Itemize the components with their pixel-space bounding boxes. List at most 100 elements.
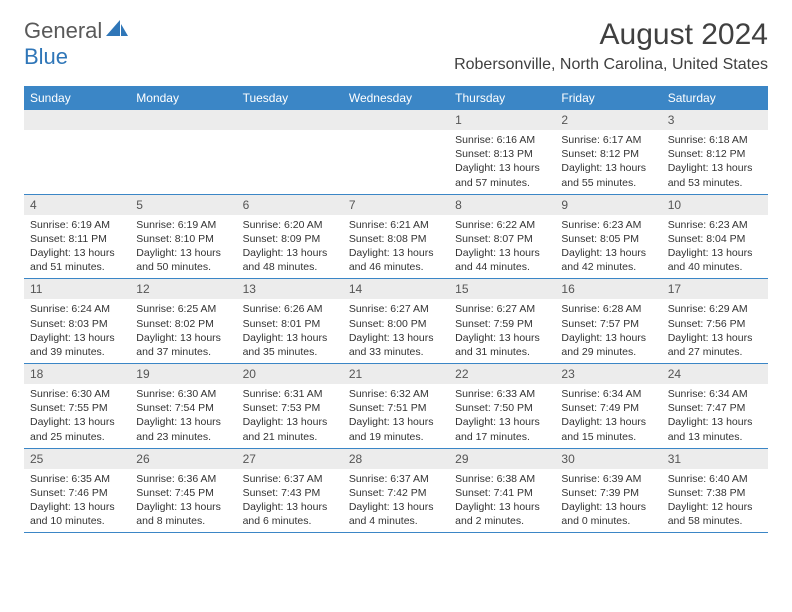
daylight-text: Daylight: 13 hours and 37 minutes.	[136, 331, 230, 359]
logo-text-blue: Blue	[24, 44, 68, 69]
day-details: Sunrise: 6:22 AMSunset: 8:07 PMDaylight:…	[449, 215, 555, 279]
sunset-text: Sunset: 7:47 PM	[668, 401, 762, 415]
sunset-text: Sunset: 7:55 PM	[30, 401, 124, 415]
sunrise-text: Sunrise: 6:29 AM	[668, 302, 762, 316]
sunset-text: Sunset: 8:09 PM	[243, 232, 337, 246]
sunset-text: Sunset: 7:43 PM	[243, 486, 337, 500]
day-details: Sunrise: 6:27 AMSunset: 7:59 PMDaylight:…	[449, 299, 555, 363]
day-number: 6	[237, 195, 343, 215]
day-number: 20	[237, 364, 343, 384]
calendar-cell: 7Sunrise: 6:21 AMSunset: 8:08 PMDaylight…	[343, 195, 449, 279]
daylight-text: Daylight: 13 hours and 27 minutes.	[668, 331, 762, 359]
day-details: Sunrise: 6:34 AMSunset: 7:49 PMDaylight:…	[555, 384, 661, 448]
calendar-cell: 28Sunrise: 6:37 AMSunset: 7:42 PMDayligh…	[343, 449, 449, 533]
day-number: 27	[237, 449, 343, 469]
sunset-text: Sunset: 7:45 PM	[136, 486, 230, 500]
sunset-text: Sunset: 7:53 PM	[243, 401, 337, 415]
daylight-text: Daylight: 13 hours and 21 minutes.	[243, 415, 337, 443]
day-details: Sunrise: 6:37 AMSunset: 7:43 PMDaylight:…	[237, 469, 343, 533]
calendar-cell: 6Sunrise: 6:20 AMSunset: 8:09 PMDaylight…	[237, 195, 343, 279]
day-details	[343, 130, 449, 180]
daylight-text: Daylight: 13 hours and 4 minutes.	[349, 500, 443, 528]
day-details: Sunrise: 6:34 AMSunset: 7:47 PMDaylight:…	[662, 384, 768, 448]
sunset-text: Sunset: 7:50 PM	[455, 401, 549, 415]
calendar-cell: 22Sunrise: 6:33 AMSunset: 7:50 PMDayligh…	[449, 364, 555, 448]
sunrise-text: Sunrise: 6:27 AM	[349, 302, 443, 316]
header: General August 2024 Robersonville, North…	[0, 0, 792, 80]
sunset-text: Sunset: 7:51 PM	[349, 401, 443, 415]
day-number: 11	[24, 279, 130, 299]
daylight-text: Daylight: 13 hours and 40 minutes.	[668, 246, 762, 274]
day-details: Sunrise: 6:27 AMSunset: 8:00 PMDaylight:…	[343, 299, 449, 363]
day-number	[343, 110, 449, 130]
sunset-text: Sunset: 8:03 PM	[30, 317, 124, 331]
calendar-week: 4Sunrise: 6:19 AMSunset: 8:11 PMDaylight…	[24, 195, 768, 280]
daylight-text: Daylight: 13 hours and 50 minutes.	[136, 246, 230, 274]
daylight-text: Daylight: 13 hours and 10 minutes.	[30, 500, 124, 528]
calendar-cell: 27Sunrise: 6:37 AMSunset: 7:43 PMDayligh…	[237, 449, 343, 533]
day-details: Sunrise: 6:30 AMSunset: 7:55 PMDaylight:…	[24, 384, 130, 448]
title-block: August 2024 Robersonville, North Carolin…	[454, 18, 768, 74]
calendar-cell: 19Sunrise: 6:30 AMSunset: 7:54 PMDayligh…	[130, 364, 236, 448]
day-number: 12	[130, 279, 236, 299]
day-details: Sunrise: 6:17 AMSunset: 8:12 PMDaylight:…	[555, 130, 661, 194]
day-number	[237, 110, 343, 130]
day-number: 25	[24, 449, 130, 469]
calendar-cell: 18Sunrise: 6:30 AMSunset: 7:55 PMDayligh…	[24, 364, 130, 448]
day-number: 5	[130, 195, 236, 215]
sunrise-text: Sunrise: 6:34 AM	[561, 387, 655, 401]
calendar-cell	[130, 110, 236, 194]
logo: General	[24, 18, 130, 44]
weekday-label: Wednesday	[343, 86, 449, 110]
day-details: Sunrise: 6:30 AMSunset: 7:54 PMDaylight:…	[130, 384, 236, 448]
sunset-text: Sunset: 7:49 PM	[561, 401, 655, 415]
calendar-cell: 16Sunrise: 6:28 AMSunset: 7:57 PMDayligh…	[555, 279, 661, 363]
weekday-label: Sunday	[24, 86, 130, 110]
sunset-text: Sunset: 8:00 PM	[349, 317, 443, 331]
day-details: Sunrise: 6:28 AMSunset: 7:57 PMDaylight:…	[555, 299, 661, 363]
day-number	[130, 110, 236, 130]
calendar-cell: 23Sunrise: 6:34 AMSunset: 7:49 PMDayligh…	[555, 364, 661, 448]
sunset-text: Sunset: 8:11 PM	[30, 232, 124, 246]
calendar-cell: 15Sunrise: 6:27 AMSunset: 7:59 PMDayligh…	[449, 279, 555, 363]
day-details: Sunrise: 6:23 AMSunset: 8:04 PMDaylight:…	[662, 215, 768, 279]
calendar-cell: 9Sunrise: 6:23 AMSunset: 8:05 PMDaylight…	[555, 195, 661, 279]
day-details: Sunrise: 6:36 AMSunset: 7:45 PMDaylight:…	[130, 469, 236, 533]
day-details: Sunrise: 6:26 AMSunset: 8:01 PMDaylight:…	[237, 299, 343, 363]
day-details	[237, 130, 343, 180]
sunrise-text: Sunrise: 6:37 AM	[349, 472, 443, 486]
daylight-text: Daylight: 12 hours and 58 minutes.	[668, 500, 762, 528]
sunrise-text: Sunrise: 6:25 AM	[136, 302, 230, 316]
calendar-cell: 20Sunrise: 6:31 AMSunset: 7:53 PMDayligh…	[237, 364, 343, 448]
sunset-text: Sunset: 8:08 PM	[349, 232, 443, 246]
day-details: Sunrise: 6:29 AMSunset: 7:56 PMDaylight:…	[662, 299, 768, 363]
day-number: 3	[662, 110, 768, 130]
sunrise-text: Sunrise: 6:21 AM	[349, 218, 443, 232]
day-details: Sunrise: 6:20 AMSunset: 8:09 PMDaylight:…	[237, 215, 343, 279]
day-details: Sunrise: 6:33 AMSunset: 7:50 PMDaylight:…	[449, 384, 555, 448]
sunset-text: Sunset: 7:39 PM	[561, 486, 655, 500]
day-number: 26	[130, 449, 236, 469]
daylight-text: Daylight: 13 hours and 33 minutes.	[349, 331, 443, 359]
day-number: 18	[24, 364, 130, 384]
calendar-cell: 10Sunrise: 6:23 AMSunset: 8:04 PMDayligh…	[662, 195, 768, 279]
daylight-text: Daylight: 13 hours and 39 minutes.	[30, 331, 124, 359]
calendar-cell	[24, 110, 130, 194]
sunrise-text: Sunrise: 6:20 AM	[243, 218, 337, 232]
calendar-cell: 8Sunrise: 6:22 AMSunset: 8:07 PMDaylight…	[449, 195, 555, 279]
day-number: 15	[449, 279, 555, 299]
calendar-cell	[237, 110, 343, 194]
day-number: 30	[555, 449, 661, 469]
daylight-text: Daylight: 13 hours and 57 minutes.	[455, 161, 549, 189]
calendar-cell: 1Sunrise: 6:16 AMSunset: 8:13 PMDaylight…	[449, 110, 555, 194]
calendar-cell: 13Sunrise: 6:26 AMSunset: 8:01 PMDayligh…	[237, 279, 343, 363]
calendar-week: 11Sunrise: 6:24 AMSunset: 8:03 PMDayligh…	[24, 279, 768, 364]
calendar-cell: 2Sunrise: 6:17 AMSunset: 8:12 PMDaylight…	[555, 110, 661, 194]
sunset-text: Sunset: 8:04 PM	[668, 232, 762, 246]
day-details: Sunrise: 6:21 AMSunset: 8:08 PMDaylight:…	[343, 215, 449, 279]
day-number: 14	[343, 279, 449, 299]
day-number: 2	[555, 110, 661, 130]
sunrise-text: Sunrise: 6:34 AM	[668, 387, 762, 401]
calendar-week: 1Sunrise: 6:16 AMSunset: 8:13 PMDaylight…	[24, 110, 768, 195]
weekday-label: Saturday	[662, 86, 768, 110]
